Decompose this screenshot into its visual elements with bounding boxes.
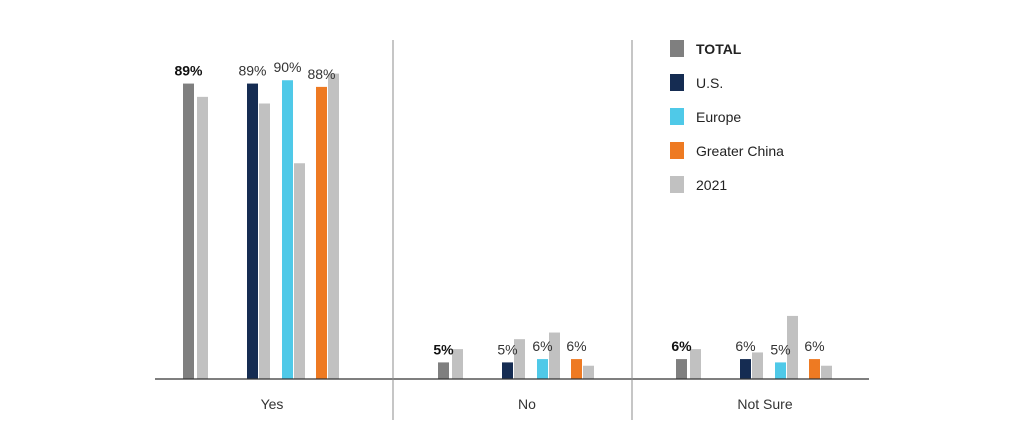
- bar-2021-yes: [259, 103, 270, 379]
- bar-total-yes: [183, 83, 194, 380]
- bar-2021-yes: [294, 163, 305, 379]
- legend-label: U.S.: [696, 75, 723, 91]
- legend-label: Europe: [696, 109, 741, 125]
- bar-2021-not-sure: [787, 315, 798, 379]
- data-label: 5%: [497, 341, 517, 357]
- axes-group: [155, 40, 869, 420]
- legend-swatch-total: [670, 40, 684, 57]
- legend-swatch-2021: [670, 176, 684, 193]
- data-label: 6%: [671, 338, 692, 354]
- bar-u-s--yes: [247, 83, 258, 380]
- x-tick-label: No: [518, 396, 536, 412]
- bar-2021-no: [549, 332, 560, 379]
- bar-2021-not-sure: [752, 352, 763, 379]
- legend: TOTAL U.S. Europe Greater China 2021: [670, 40, 784, 193]
- bar-europe-no: [537, 359, 548, 379]
- data-label: 88%: [307, 66, 335, 82]
- bar-total-not-sure: [676, 359, 687, 379]
- bar-u-s--not-sure: [740, 359, 751, 379]
- data-label: 5%: [770, 341, 790, 357]
- data-label: 89%: [174, 63, 203, 79]
- data-label: 89%: [238, 63, 266, 79]
- bar-2021-yes: [328, 73, 339, 380]
- data-label: 6%: [566, 338, 586, 354]
- x-tick-label: Not Sure: [737, 396, 792, 412]
- legend-swatch-europe: [670, 108, 684, 125]
- bar-2021-not-sure: [821, 365, 832, 379]
- bar-2021-no: [514, 339, 525, 379]
- legend-swatch-u-s-: [670, 74, 684, 91]
- legend-label: 2021: [696, 177, 727, 193]
- bar-2021-no: [452, 349, 463, 379]
- bar-greater-china-no: [571, 359, 582, 379]
- legend-swatch-greater-china: [670, 142, 684, 159]
- bar-2021-no: [583, 365, 594, 379]
- value-label-group: 89% 89% 90% 88% 5% 5% 6% 6% 6% 6% 5% 6%: [174, 59, 824, 357]
- bar-u-s--no: [502, 362, 513, 379]
- legend-label: TOTAL: [696, 41, 742, 57]
- data-label: 90%: [273, 59, 301, 75]
- bar-greater-china-yes: [316, 86, 327, 379]
- bar-europe-not-sure: [775, 362, 786, 379]
- data-label: 6%: [532, 338, 552, 354]
- data-label: 6%: [735, 338, 755, 354]
- legend-label: Greater China: [696, 143, 784, 159]
- data-label: 6%: [804, 338, 824, 354]
- x-tick-label: Yes: [261, 396, 284, 412]
- bar-greater-china-not-sure: [809, 359, 820, 379]
- data-label: 5%: [433, 341, 454, 357]
- category-label-group: Yes No Not Sure: [261, 396, 793, 412]
- bar-2021-yes: [197, 96, 208, 380]
- bar-group: [183, 73, 832, 380]
- bar-total-no: [438, 362, 449, 379]
- bar-2021-not-sure: [690, 349, 701, 379]
- bar-europe-yes: [282, 80, 293, 379]
